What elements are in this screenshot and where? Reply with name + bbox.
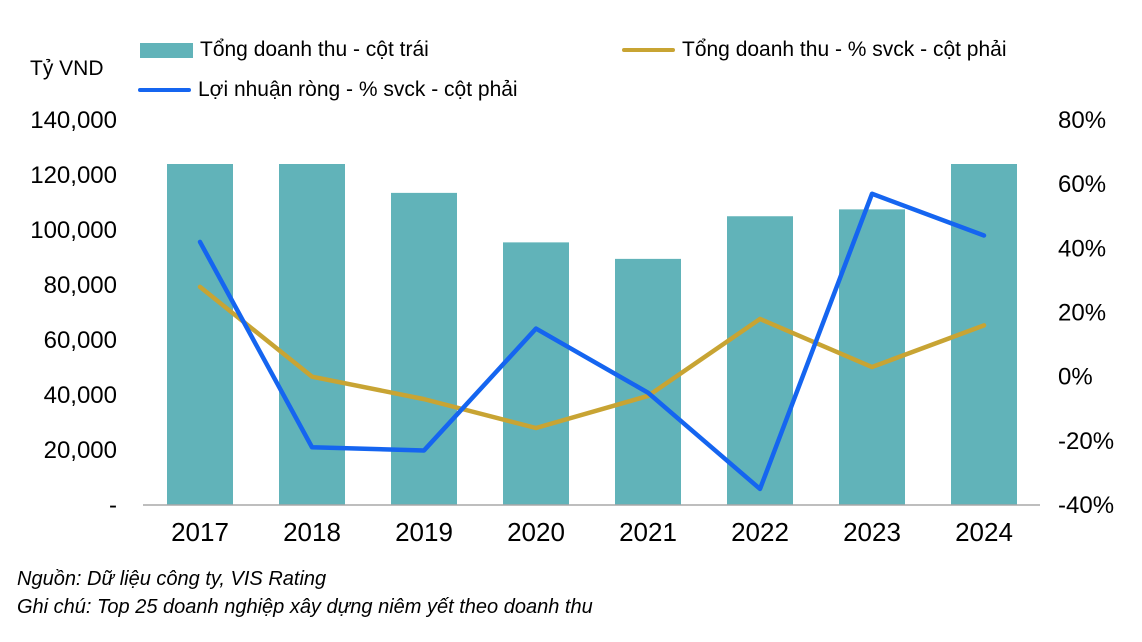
bar-2017 bbox=[167, 164, 233, 505]
right-axis-tick-label: 60% bbox=[1058, 171, 1106, 198]
x-axis-label-2023: 2023 bbox=[843, 517, 901, 547]
bar-2022 bbox=[727, 216, 793, 505]
right-axis-tick-label: -20% bbox=[1058, 428, 1114, 455]
footer-notes: Nguồn: Dữ liệu công ty, VIS Rating Ghi c… bbox=[17, 565, 593, 621]
legend-swatch-revenue-growth-line-icon bbox=[622, 48, 675, 52]
legend-label-revenue-bar: Tổng doanh thu - cột trái bbox=[200, 38, 429, 61]
right-axis-tick-label: 0% bbox=[1058, 364, 1093, 391]
left-axis-tick-label: 140,000 bbox=[30, 107, 117, 134]
line-series-revenue-growth bbox=[197, 284, 987, 431]
legend-label-revenue-growth-line: Tổng doanh thu - % svck - cột phải bbox=[682, 38, 1007, 61]
left-axis-tick-label: 40,000 bbox=[44, 382, 117, 409]
legend-item-revenue-bar: Tổng doanh thu - cột trái bbox=[140, 36, 429, 64]
bar-2020 bbox=[503, 242, 569, 505]
bar-2019 bbox=[391, 192, 457, 505]
x-axis-label-2019: 2019 bbox=[395, 517, 453, 547]
left-axis-tick-label: - bbox=[109, 492, 117, 519]
x-axis-label-2022: 2022 bbox=[731, 517, 789, 547]
right-axis-tick-label: -40% bbox=[1058, 492, 1114, 519]
line-series-net-profit-growth bbox=[197, 191, 987, 492]
left-axis-tick-label: 100,000 bbox=[30, 217, 117, 244]
left-axis-tick-label: 80,000 bbox=[44, 272, 117, 299]
legend-item-revenue-growth-line: Tổng doanh thu - % svck - cột phải bbox=[622, 36, 1007, 64]
right-axis-tick-label: 40% bbox=[1058, 235, 1106, 262]
left-axis-tick-label: 20,000 bbox=[44, 437, 117, 464]
left-axis-unit-label: Tỷ VND bbox=[30, 57, 104, 80]
x-axis-label-2024: 2024 bbox=[955, 517, 1013, 547]
right-axis-tick-label: 20% bbox=[1058, 300, 1106, 327]
x-axis-label-2020: 2020 bbox=[507, 517, 565, 547]
legend-label-net-profit-growth-line: Lợi nhuận ròng - % svck - cột phải bbox=[198, 78, 518, 101]
right-axis-tick-label: 80% bbox=[1058, 107, 1106, 134]
x-axis-label-2018: 2018 bbox=[283, 517, 341, 547]
left-axis-tick-label: 120,000 bbox=[30, 162, 117, 189]
legend-swatch-revenue-bar-icon bbox=[140, 42, 193, 58]
x-axis-label-2017: 2017 bbox=[171, 517, 229, 547]
bar-2018 bbox=[279, 164, 345, 505]
legend-swatch-net-profit-growth-line-icon bbox=[138, 88, 191, 92]
legend-item-net-profit-growth-line: Lợi nhuận ròng - % svck - cột phải bbox=[138, 76, 518, 104]
scope-note: Ghi chú: Top 25 doanh nghiệp xây dựng ni… bbox=[17, 596, 593, 618]
source-note: Nguồn: Dữ liệu công ty, VIS Rating bbox=[17, 568, 327, 590]
x-axis-label-2021: 2021 bbox=[619, 517, 677, 547]
left-axis-tick-label: 60,000 bbox=[44, 327, 117, 354]
